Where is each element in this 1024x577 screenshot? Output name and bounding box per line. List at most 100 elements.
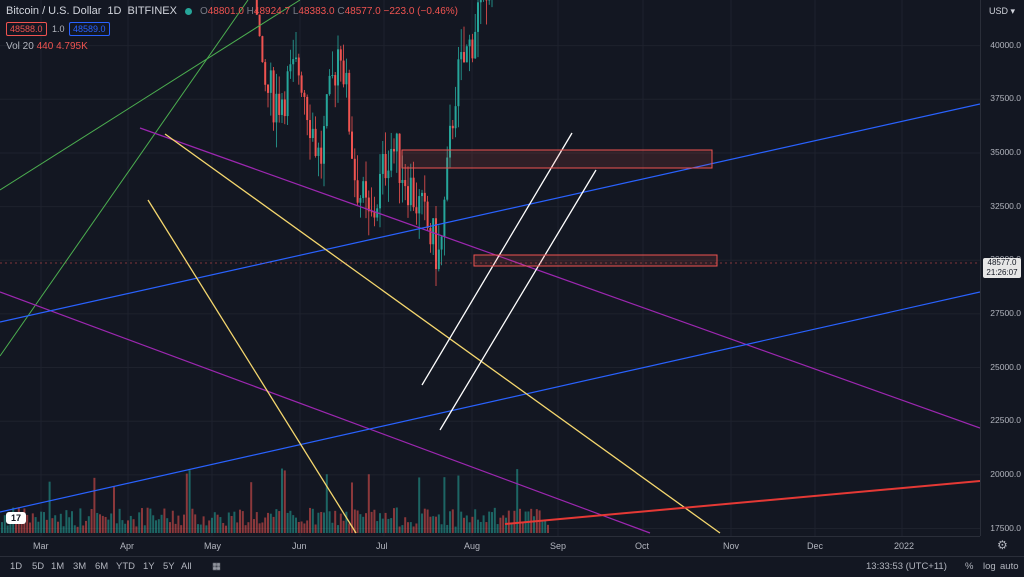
symbol-name[interactable]: Bitcoin / U.S. Dollar [6, 5, 101, 17]
blue-line-upper [0, 104, 980, 322]
sell-button[interactable]: 48588.0 [6, 22, 47, 36]
volume-bar [418, 477, 420, 533]
volume-bar [295, 518, 297, 533]
volume-bar [331, 523, 333, 533]
volume-bar [410, 522, 412, 533]
candle-body [315, 129, 317, 156]
candle-body [396, 134, 398, 152]
range-button-5y[interactable]: 5Y [163, 561, 175, 572]
volume-bar [91, 509, 93, 533]
candle-body [331, 75, 333, 76]
candle-body [474, 32, 476, 58]
range-button-ytd[interactable]: YTD [116, 561, 135, 572]
candle-body [317, 148, 319, 156]
tradingview-logo-icon[interactable]: 17 [6, 512, 26, 524]
volume-bar [267, 513, 269, 533]
percent-toggle[interactable]: % [965, 561, 973, 572]
time-tick-label: Nov [723, 541, 739, 551]
candle-body [385, 154, 387, 178]
volume-bar [32, 513, 34, 533]
volume-bar [427, 510, 429, 533]
volume-bar [502, 515, 504, 533]
log-toggle[interactable]: log [983, 561, 996, 572]
volume-bar [135, 526, 137, 533]
volume-bar [194, 514, 196, 533]
price-tick-label: 37500.0 [990, 93, 1021, 103]
volume-bar [163, 509, 165, 533]
open-label: O [200, 6, 208, 17]
range-button-3m[interactable]: 3M [73, 561, 86, 572]
volume-legend[interactable]: Vol 20 440 4.795K [6, 41, 88, 52]
volume-bar [107, 520, 109, 533]
volume-bar [242, 511, 244, 533]
volume-bar [497, 524, 499, 533]
candle-body [343, 61, 345, 85]
volume-bar [317, 513, 319, 533]
range-button-1d[interactable]: 1D [10, 561, 22, 572]
volume-bar [180, 525, 182, 533]
currency-selector[interactable]: USD ▾ [989, 6, 1015, 17]
time-tick-label: Apr [120, 541, 134, 551]
volume-bar [197, 524, 199, 533]
range-button-1m[interactable]: 1M [51, 561, 64, 572]
candle-body [354, 159, 356, 180]
volume-bar [186, 474, 188, 533]
candle-body [337, 49, 339, 85]
candle-body [401, 180, 403, 183]
volume-bar [155, 520, 157, 533]
close-label: C [337, 6, 344, 17]
volume-bar [376, 521, 378, 533]
last-price-value: 48577.0 [983, 258, 1021, 268]
volume-bar [217, 515, 219, 533]
buy-button[interactable]: 48589.0 [69, 22, 110, 36]
candle-body [413, 178, 415, 208]
candle-body [334, 75, 336, 85]
volume-bar [466, 515, 468, 533]
change-value: −223.0 (−0.46%) [384, 6, 459, 17]
time-tick-label: Oct [635, 541, 649, 551]
close-value: 48577.0 [345, 6, 381, 17]
time-tick-label: Mar [33, 541, 49, 551]
chart-area[interactable]: Bitcoin / U.S. Dollar 1D BITFINEX O48801… [0, 0, 980, 536]
volume-bar [334, 511, 336, 533]
volume-bar [96, 513, 98, 533]
auto-toggle[interactable]: auto [1000, 561, 1019, 572]
volume-bar [189, 470, 191, 533]
volume-bar [253, 519, 255, 533]
candle-body [345, 73, 347, 84]
volume-bar [323, 512, 325, 533]
volume-bar [138, 512, 140, 533]
calendar-icon[interactable]: ▦ [212, 561, 221, 572]
blue-line-lower [0, 292, 980, 512]
volume-bar [102, 516, 104, 533]
volume-bar [88, 516, 90, 533]
gear-icon[interactable]: ⚙ [997, 538, 1008, 552]
time-tick-label: Jul [376, 541, 388, 551]
volume-bar [508, 511, 510, 533]
volume-bar [239, 510, 241, 533]
range-button-all[interactable]: All [181, 561, 192, 572]
candle-body [284, 99, 286, 116]
volume-bar [74, 525, 76, 533]
price-tick-label: 25000.0 [990, 362, 1021, 372]
interval-label[interactable]: 1D [107, 5, 121, 17]
candle-body [289, 64, 291, 71]
volume-bar [471, 517, 473, 533]
range-button-6m[interactable]: 6M [95, 561, 108, 572]
volume-bar [141, 508, 143, 533]
volume-bar [499, 518, 501, 533]
price-axis[interactable]: USD ▾ 77500.075000.072500.070000.067500.… [980, 0, 1024, 536]
candle-body [323, 126, 325, 164]
candle-body [477, 2, 479, 32]
range-button-5d[interactable]: 5D [32, 561, 44, 572]
price-chart-canvas[interactable] [0, 0, 980, 536]
volume-bar [93, 478, 95, 533]
volume-bar [270, 514, 272, 533]
range-button-1y[interactable]: 1Y [143, 561, 155, 572]
red-trend-line [505, 481, 980, 524]
candle-body [275, 94, 277, 123]
volume-bar [301, 521, 303, 533]
volume-bar [337, 525, 339, 533]
volume-bar [424, 509, 426, 533]
